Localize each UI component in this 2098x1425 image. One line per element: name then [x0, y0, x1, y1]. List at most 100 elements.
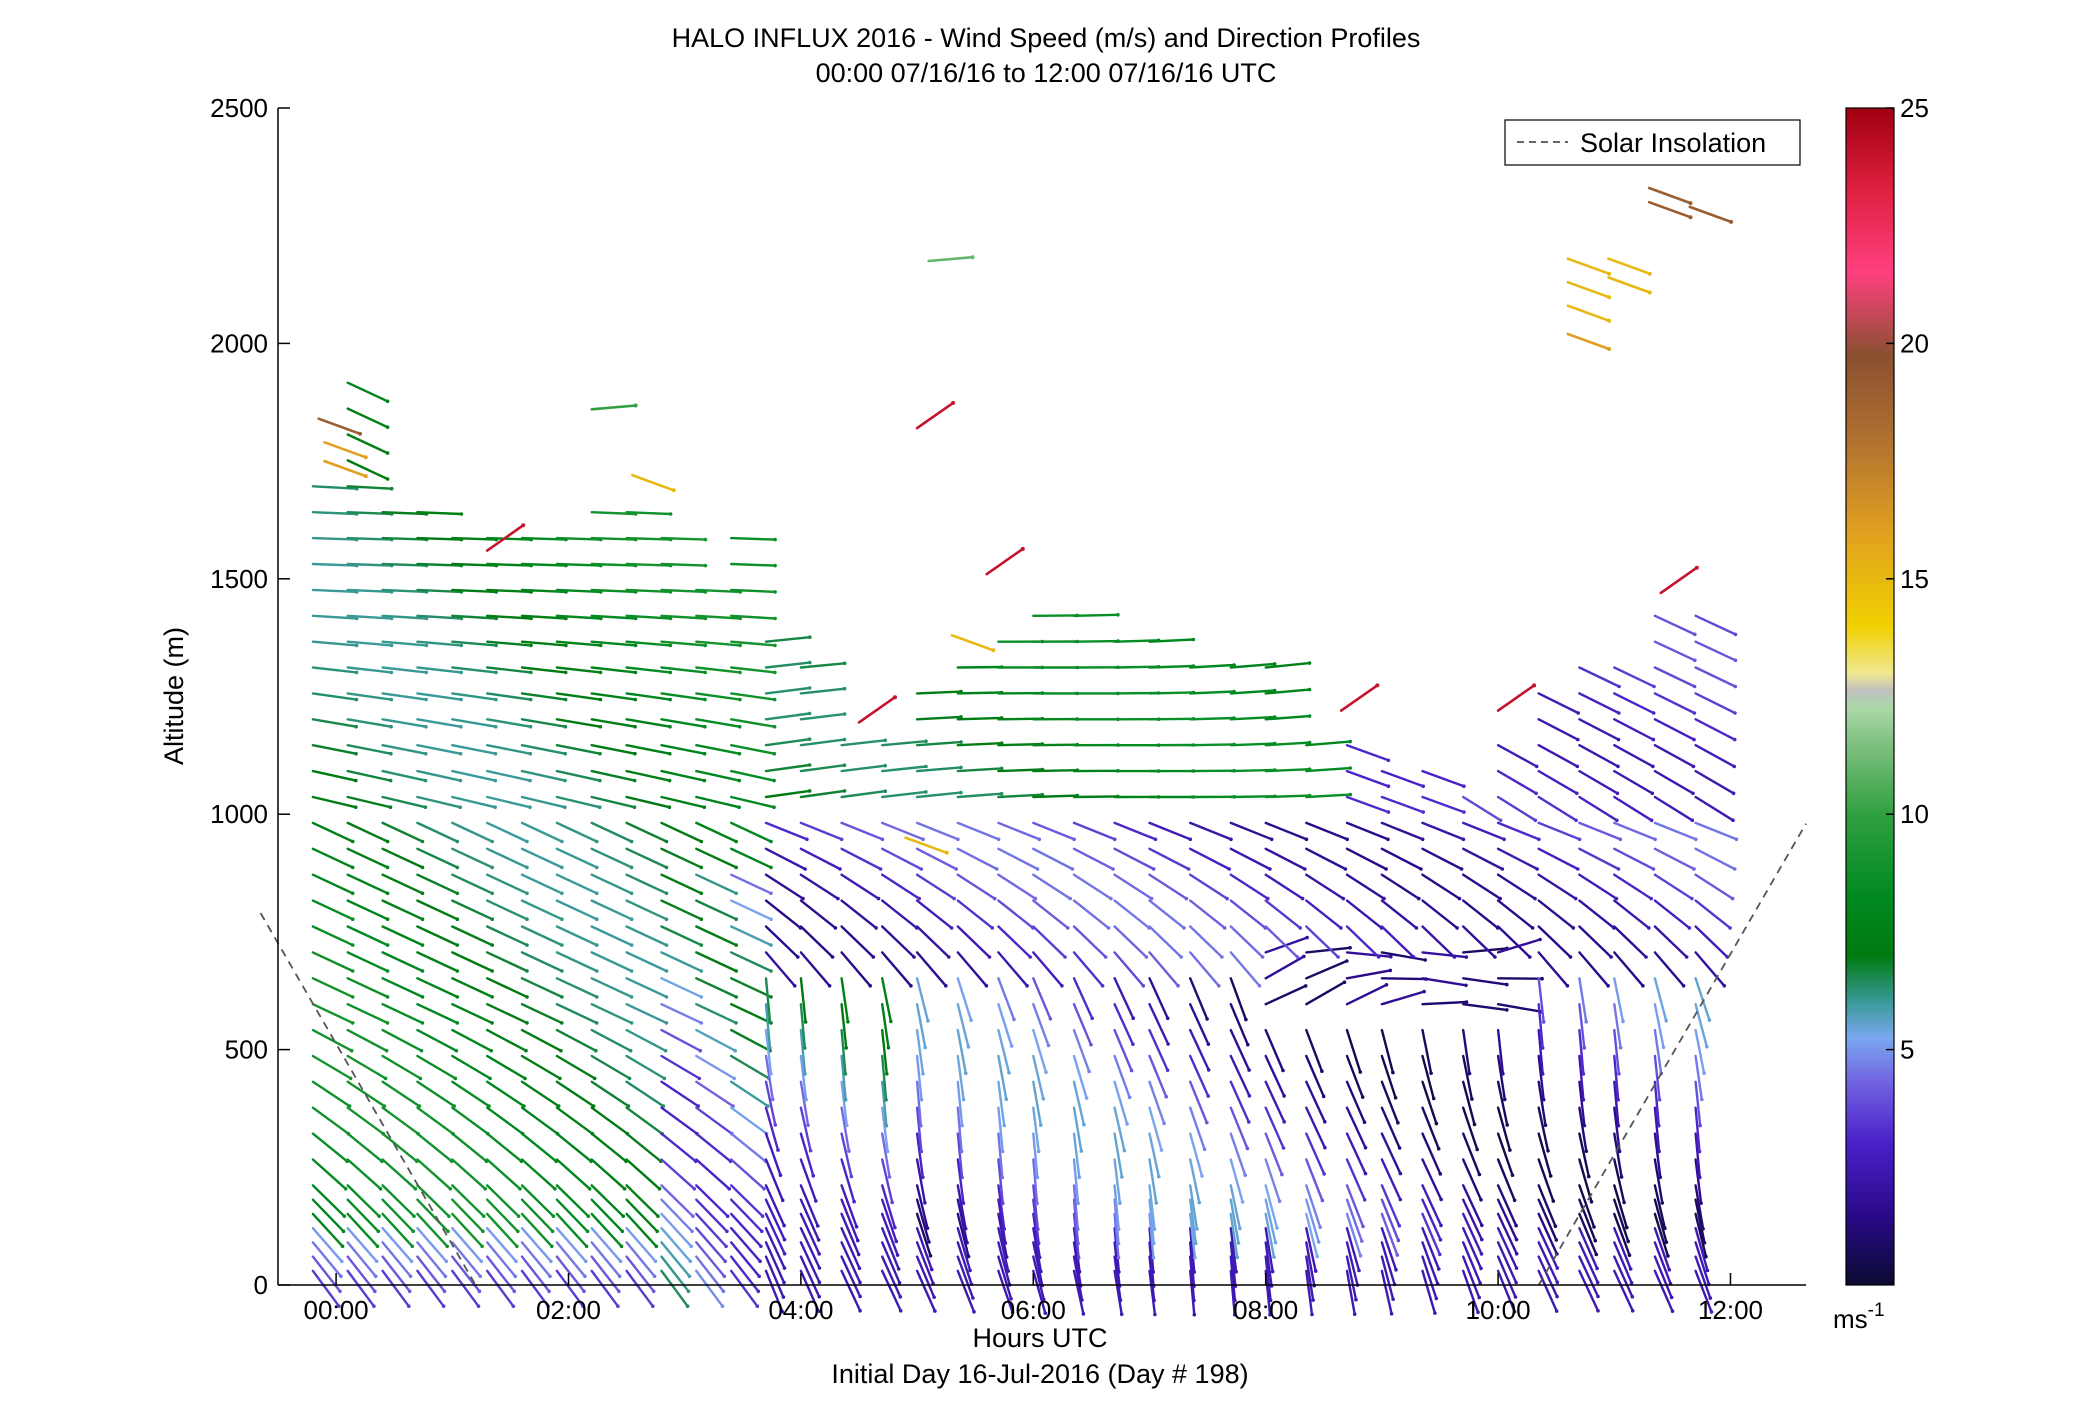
x-tick-label: 04:00 [768, 1295, 833, 1325]
wind-arrow [416, 1269, 446, 1308]
wind-arrow [1578, 1241, 1600, 1285]
wind-arrow [915, 1184, 930, 1230]
isolated-wind-arrow [590, 403, 638, 411]
wind-arrow [764, 1106, 780, 1152]
wind-arrow [520, 899, 564, 921]
wind-arrow [956, 1132, 964, 1180]
wind-arrow [1264, 1226, 1275, 1274]
isolated-wind-arrow [317, 417, 362, 436]
wind-arrow [840, 977, 850, 1024]
wind-arrow [799, 737, 847, 747]
wind-arrow [311, 951, 355, 973]
wind-arrow [590, 847, 634, 870]
wind-arrow [1653, 1212, 1670, 1258]
wind-arrow [520, 977, 564, 999]
wind-arrow [881, 1003, 891, 1050]
wind-arrow [1653, 1198, 1669, 1244]
colorbar-tick-label: 5 [1900, 1035, 1914, 1065]
wind-arrow [1653, 1106, 1661, 1154]
wind-arrow [1653, 925, 1689, 959]
wind-arrow [1113, 1269, 1124, 1317]
wind-arrow [486, 795, 532, 809]
wind-arrow [730, 536, 777, 542]
wind-arrow [997, 847, 1040, 871]
wind-arrow [381, 795, 428, 809]
wind-arrow [416, 1003, 460, 1025]
wind-arrow [1613, 977, 1625, 1024]
wind-arrow [1694, 795, 1735, 823]
wind-arrow [1496, 976, 1544, 981]
wind-arrow [1305, 980, 1347, 1006]
wind-arrow [660, 847, 704, 870]
wind-arrow [840, 873, 881, 901]
wind-arrow [346, 718, 393, 729]
wind-arrow [695, 977, 738, 999]
wind-arrow [625, 821, 669, 844]
isolated-wind-arrow [1496, 683, 1537, 712]
wind-arrow [625, 769, 672, 783]
wind-arrow [1032, 1003, 1051, 1048]
wind-arrow [1229, 1158, 1245, 1204]
wind-arrow [1148, 873, 1189, 901]
wind-arrow [1072, 821, 1117, 842]
wind-arrow [1653, 1158, 1665, 1205]
wind-arrow [1613, 718, 1656, 742]
wind-arrow [416, 1241, 448, 1279]
wind-arrow [1072, 1269, 1086, 1316]
wind-arrow [1537, 925, 1573, 959]
wind-arrow [1345, 873, 1386, 901]
wind-arrow [730, 744, 777, 756]
wind-arrow [764, 951, 797, 988]
wind-arrow [695, 640, 742, 648]
wind-arrow [695, 1054, 736, 1081]
wind-arrow [956, 847, 999, 871]
isolated-wind-arrow [1688, 205, 1734, 224]
wind-arrow [799, 1198, 821, 1242]
wind-arrow [1148, 1212, 1156, 1260]
wind-arrow [660, 718, 707, 729]
wind-arrow [1345, 1184, 1365, 1229]
wind-arrow [1613, 847, 1656, 871]
wind-arrow [1113, 1184, 1121, 1231]
wind-arrow [956, 899, 995, 930]
wind-arrow [764, 847, 807, 871]
wind-arrow [1113, 925, 1149, 959]
wind-arrow [881, 1241, 902, 1285]
colorbar-gradient [1845, 107, 1895, 1286]
wind-arrow [1264, 1132, 1284, 1177]
wind-arrow [1421, 1054, 1436, 1101]
wind-arrow [555, 821, 599, 844]
wind-arrow [1537, 692, 1580, 715]
wind-arrow [764, 873, 805, 901]
wind-arrow [1188, 951, 1221, 988]
wind-arrow [1421, 925, 1457, 959]
wind-arrow [1613, 1054, 1620, 1102]
wind-arrow [486, 1003, 529, 1025]
wind-arrow [799, 712, 847, 721]
wind-arrow [1305, 1028, 1324, 1073]
wind-arrow [1264, 1054, 1286, 1098]
wind-arrow [486, 1212, 519, 1249]
wind-arrow [660, 821, 704, 844]
wind-arrow [1229, 821, 1274, 842]
wind-arrow [764, 1212, 787, 1256]
wind-arrow [311, 666, 359, 675]
chart-title: HALO INFLUX 2016 - Wind Speed (m/s) and … [672, 23, 1421, 53]
wind-arrow [1148, 1184, 1157, 1231]
wind-arrow [625, 692, 672, 702]
wind-arrow [555, 925, 599, 947]
wind-arrow [451, 1198, 485, 1234]
wind-arrow [799, 899, 838, 930]
wind-arrow [1072, 1106, 1084, 1153]
wind-arrow [730, 847, 773, 870]
wind-arrow [416, 951, 460, 973]
wind-arrow [381, 1028, 424, 1053]
wind-arrow [381, 1212, 415, 1249]
wind-arrow [1496, 899, 1535, 930]
wind-arrow [1188, 1184, 1199, 1231]
wind-arrow [1496, 1184, 1518, 1228]
wind-arrow [1148, 637, 1196, 643]
isolated-arrow-layer [317, 186, 1734, 855]
wind-arrow [416, 1198, 450, 1234]
wind-arrow [1613, 1255, 1635, 1299]
